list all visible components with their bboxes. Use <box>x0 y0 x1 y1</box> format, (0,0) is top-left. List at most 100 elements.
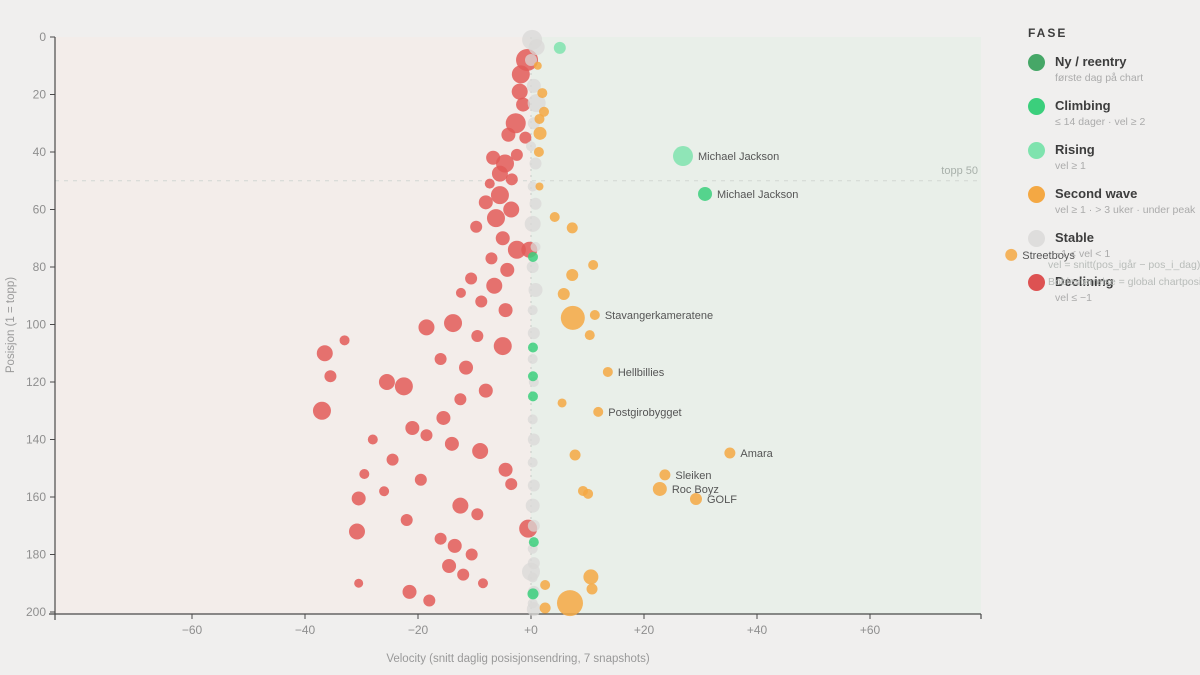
bubble-declining[interactable] <box>495 231 510 246</box>
bubble-declining[interactable] <box>447 538 462 553</box>
bubble-stable[interactable] <box>527 433 540 446</box>
bubble-declining[interactable] <box>354 578 364 588</box>
bubble-second_wave[interactable] <box>569 449 581 461</box>
bubble-second_wave[interactable] <box>584 330 595 341</box>
bubble-declining[interactable] <box>444 314 463 333</box>
bubble-declining[interactable] <box>436 410 451 425</box>
bubble-declining[interactable] <box>510 148 523 161</box>
bubble-declining[interactable] <box>312 401 331 420</box>
bubble-second_wave[interactable] <box>535 182 544 191</box>
legend-item-declining[interactable]: Declining vel ≤ −1 <box>1028 274 1198 305</box>
bubble-second_wave[interactable] <box>557 398 567 408</box>
bubble-declining[interactable] <box>465 548 478 561</box>
bubble-stable[interactable] <box>527 94 546 113</box>
bubble-second_wave[interactable] <box>533 126 547 140</box>
bubble-declining[interactable] <box>414 473 427 486</box>
bubble-declining[interactable] <box>348 523 365 540</box>
bubble-stable[interactable] <box>525 498 540 513</box>
bubble-declining[interactable] <box>503 201 520 218</box>
bubble-climbing[interactable] <box>527 371 538 382</box>
bubble-declining[interactable] <box>454 393 467 406</box>
bubble-declining[interactable] <box>484 178 495 189</box>
bubble-second_wave[interactable] <box>540 579 551 590</box>
bubble-declining[interactable] <box>477 578 488 589</box>
bubble-declining[interactable] <box>386 453 399 466</box>
legend-item-second-wave[interactable]: Second wave vel ≥ 1 · > 3 uker · under p… <box>1028 186 1198 217</box>
bubble-declining[interactable] <box>339 335 350 346</box>
bubble-declining[interactable] <box>505 478 518 491</box>
bubble-declining[interactable] <box>400 514 413 526</box>
bubble-second_wave[interactable] <box>557 288 570 301</box>
bubble-second_wave[interactable] <box>533 61 542 70</box>
bubble-declining[interactable] <box>351 491 366 506</box>
bubble-stable[interactable] <box>527 354 538 364</box>
bubble-climbing[interactable] <box>527 251 538 262</box>
bubble-declining[interactable] <box>511 83 528 100</box>
bubble-declining[interactable] <box>471 508 484 521</box>
bubble-second_wave[interactable] <box>533 147 544 157</box>
bubble-stable[interactable] <box>529 157 542 170</box>
bubble-declining[interactable] <box>394 377 413 396</box>
bubble-second_wave[interactable] <box>583 488 594 499</box>
bubble-declining[interactable] <box>475 295 488 308</box>
bubble-declining[interactable] <box>465 272 478 285</box>
bubble-declining[interactable] <box>442 559 457 573</box>
bubble-declining[interactable] <box>501 127 516 142</box>
legend-item-stable[interactable]: Stable −1 < vel < 1 <box>1028 230 1198 261</box>
bubble-declining[interactable] <box>486 277 503 294</box>
bubble-declining[interactable] <box>478 195 493 210</box>
bubble-declining[interactable] <box>367 434 378 445</box>
bubble-declining[interactable] <box>507 240 526 259</box>
bubble-declining[interactable] <box>516 97 531 112</box>
bubble-second_wave[interactable] <box>1005 248 1018 261</box>
bubble-declining[interactable] <box>493 337 512 356</box>
bubble-climbing[interactable] <box>527 342 538 353</box>
bubble-stable[interactable] <box>527 457 538 468</box>
bubble-declining[interactable] <box>498 462 513 477</box>
bubble-declining[interactable] <box>452 497 469 514</box>
bubble-climbing[interactable] <box>527 588 539 600</box>
bubble-declining[interactable] <box>519 131 532 144</box>
legend-item-ny-reentry[interactable]: Ny / reentry første dag på chart <box>1028 54 1198 85</box>
legend-item-climbing[interactable]: Climbing ≤ 14 dager · vel ≥ 2 <box>1028 98 1198 129</box>
bubble-declining[interactable] <box>459 360 474 375</box>
bubble-stable[interactable] <box>528 39 545 56</box>
bubble-declining[interactable] <box>444 436 459 451</box>
bubble-declining[interactable] <box>455 287 466 298</box>
bubble-declining[interactable] <box>498 303 513 318</box>
bubble-rising[interactable] <box>553 41 566 54</box>
bubble-stable[interactable] <box>529 197 542 210</box>
bubble-declining[interactable] <box>486 209 505 228</box>
bubble-stable[interactable] <box>527 414 538 425</box>
bubble-declining[interactable] <box>402 584 417 599</box>
bubble-declining[interactable] <box>505 173 518 186</box>
bubble-declining[interactable] <box>423 594 436 607</box>
bubble-declining[interactable] <box>324 370 337 383</box>
bubble-declining[interactable] <box>490 186 509 205</box>
bubble-declining[interactable] <box>470 220 483 233</box>
bubble-stable[interactable] <box>528 283 543 297</box>
bubble-declining[interactable] <box>491 165 508 182</box>
bubble-second_wave[interactable] <box>549 211 560 222</box>
bubble-second_wave[interactable] <box>566 269 579 282</box>
bubble-stable[interactable] <box>526 261 539 273</box>
bubble-second_wave[interactable] <box>537 88 548 99</box>
bubble-declining[interactable] <box>434 353 447 365</box>
bubble-stable[interactable] <box>526 602 541 617</box>
bubble-stable[interactable] <box>527 305 538 316</box>
bubble-second_wave[interactable] <box>724 447 736 459</box>
bubble-stable[interactable] <box>527 327 540 340</box>
bubble-second_wave[interactable] <box>602 366 613 377</box>
bubble-declining[interactable] <box>500 262 515 277</box>
bubble-rising[interactable] <box>672 146 693 167</box>
bubble-declining[interactable] <box>418 319 435 336</box>
bubble-declining[interactable] <box>405 421 420 435</box>
bubble-climbing[interactable] <box>528 537 539 548</box>
bubble-second_wave[interactable] <box>586 583 598 595</box>
bubble-second_wave[interactable] <box>589 310 600 321</box>
bubble-stable[interactable] <box>525 54 537 66</box>
bubble-declining[interactable] <box>511 65 530 84</box>
bubble-climbing[interactable] <box>527 391 538 402</box>
bubble-stable[interactable] <box>526 78 541 93</box>
bubble-stable[interactable] <box>527 572 538 583</box>
